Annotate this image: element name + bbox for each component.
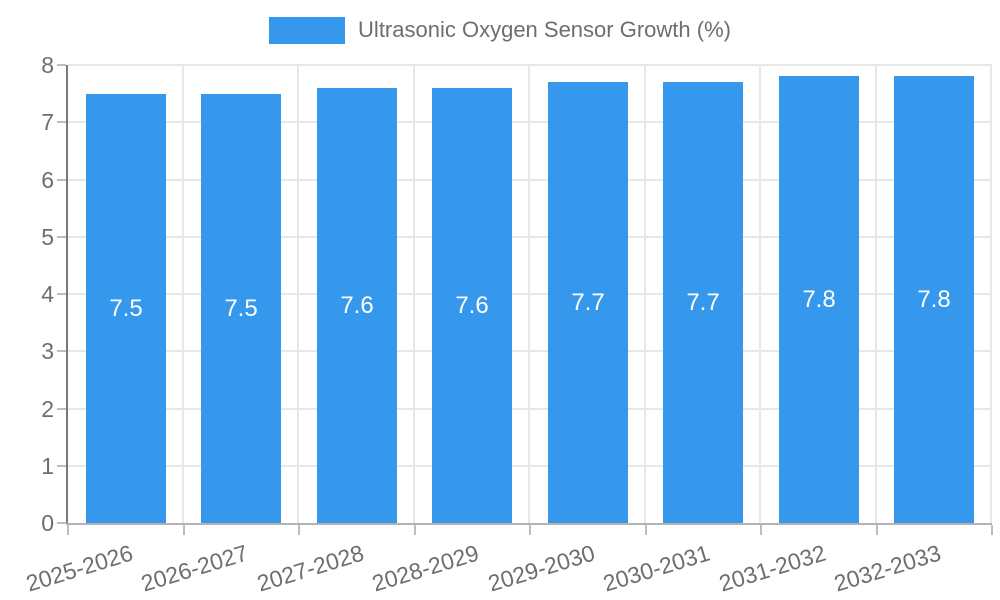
bar[interactable]: 7.6 xyxy=(317,88,397,523)
y-axis-tick-label: 0 xyxy=(41,510,54,536)
x-axis-tick-label: 2028-2029 xyxy=(369,539,482,597)
bar[interactable]: 7.6 xyxy=(432,88,512,523)
y-tick-mark xyxy=(57,465,66,467)
gridline-vertical xyxy=(990,65,992,523)
bar-value-label: 7.5 xyxy=(224,294,258,322)
y-axis-tick-label: 6 xyxy=(41,167,54,193)
x-axis-tick-label: 2026-2027 xyxy=(138,539,251,597)
bar[interactable]: 7.5 xyxy=(86,94,166,523)
bar[interactable]: 7.8 xyxy=(779,76,859,523)
x-tick-mark xyxy=(876,525,878,535)
bar-value-label: 7.6 xyxy=(340,291,374,319)
x-axis-tick-label: 2027-2028 xyxy=(254,539,367,597)
y-axis-tick-label: 7 xyxy=(41,109,54,135)
legend-label[interactable]: Ultrasonic Oxygen Sensor Growth (%) xyxy=(358,17,731,42)
bar[interactable]: 7.5 xyxy=(201,94,281,523)
x-axis-tick-label: 2030-2031 xyxy=(600,539,713,597)
x-tick-mark xyxy=(298,525,300,535)
y-tick-mark xyxy=(57,179,66,181)
y-tick-mark xyxy=(57,236,66,238)
bar[interactable]: 7.8 xyxy=(894,76,974,523)
x-tick-mark xyxy=(183,525,185,535)
y-axis-line xyxy=(66,65,68,525)
y-tick-mark xyxy=(57,293,66,295)
gridline-horizontal xyxy=(68,121,992,123)
bar[interactable]: 7.7 xyxy=(663,82,743,523)
x-axis-tick-label: 2032-2033 xyxy=(831,539,944,597)
y-tick-mark xyxy=(57,408,66,410)
y-tick-mark xyxy=(57,522,66,524)
gridline-vertical xyxy=(875,65,877,523)
gridline-vertical xyxy=(182,65,184,523)
x-tick-mark xyxy=(414,525,416,535)
legend[interactable]: Ultrasonic Oxygen Sensor Growth (%) xyxy=(0,14,1000,46)
gridline-vertical xyxy=(297,65,299,523)
x-tick-mark xyxy=(991,525,993,535)
y-axis-tick-label: 5 xyxy=(41,224,54,250)
gridline-horizontal xyxy=(68,236,992,238)
gridline-vertical xyxy=(644,65,646,523)
x-tick-mark xyxy=(67,525,69,535)
x-axis-tick-label: 2025-2026 xyxy=(23,539,136,597)
gridline-vertical xyxy=(413,65,415,523)
x-baseline xyxy=(66,523,992,525)
y-tick-mark xyxy=(57,350,66,352)
gridline-horizontal xyxy=(68,350,992,352)
x-axis-tick-label: 2029-2030 xyxy=(485,539,598,597)
x-tick-mark xyxy=(529,525,531,535)
gridline-horizontal xyxy=(68,64,992,66)
y-tick-mark xyxy=(57,121,66,123)
plot-area: 7.5 7.5 7.6 7.6 7.7 7.7 7.8 7.8 xyxy=(68,64,992,523)
gridline-vertical xyxy=(528,65,530,523)
y-tick-mark xyxy=(57,64,66,66)
gridline-horizontal xyxy=(68,465,992,467)
legend-swatch[interactable] xyxy=(269,16,346,44)
x-tick-mark xyxy=(760,525,762,535)
y-axis-tick-label: 3 xyxy=(41,338,54,364)
bar-value-label: 7.8 xyxy=(802,285,836,313)
x-tick-mark xyxy=(645,525,647,535)
y-axis-tick-label: 1 xyxy=(41,453,54,479)
gridline-horizontal xyxy=(68,179,992,181)
bar[interactable]: 7.7 xyxy=(548,82,628,523)
gridline-vertical xyxy=(759,65,761,523)
bar-value-label: 7.7 xyxy=(686,288,720,316)
y-axis-tick-label: 8 xyxy=(41,52,54,78)
x-axis-tick-label: 2031-2032 xyxy=(716,539,829,597)
bar-value-label: 7.5 xyxy=(109,294,143,322)
gridline-horizontal xyxy=(68,293,992,295)
y-axis-tick-label: 4 xyxy=(41,281,54,307)
gridline-horizontal xyxy=(68,408,992,410)
bar-value-label: 7.7 xyxy=(571,288,605,316)
bar-value-label: 7.8 xyxy=(917,285,951,313)
bar-value-label: 7.6 xyxy=(455,291,489,319)
y-axis-tick-label: 2 xyxy=(41,396,54,422)
